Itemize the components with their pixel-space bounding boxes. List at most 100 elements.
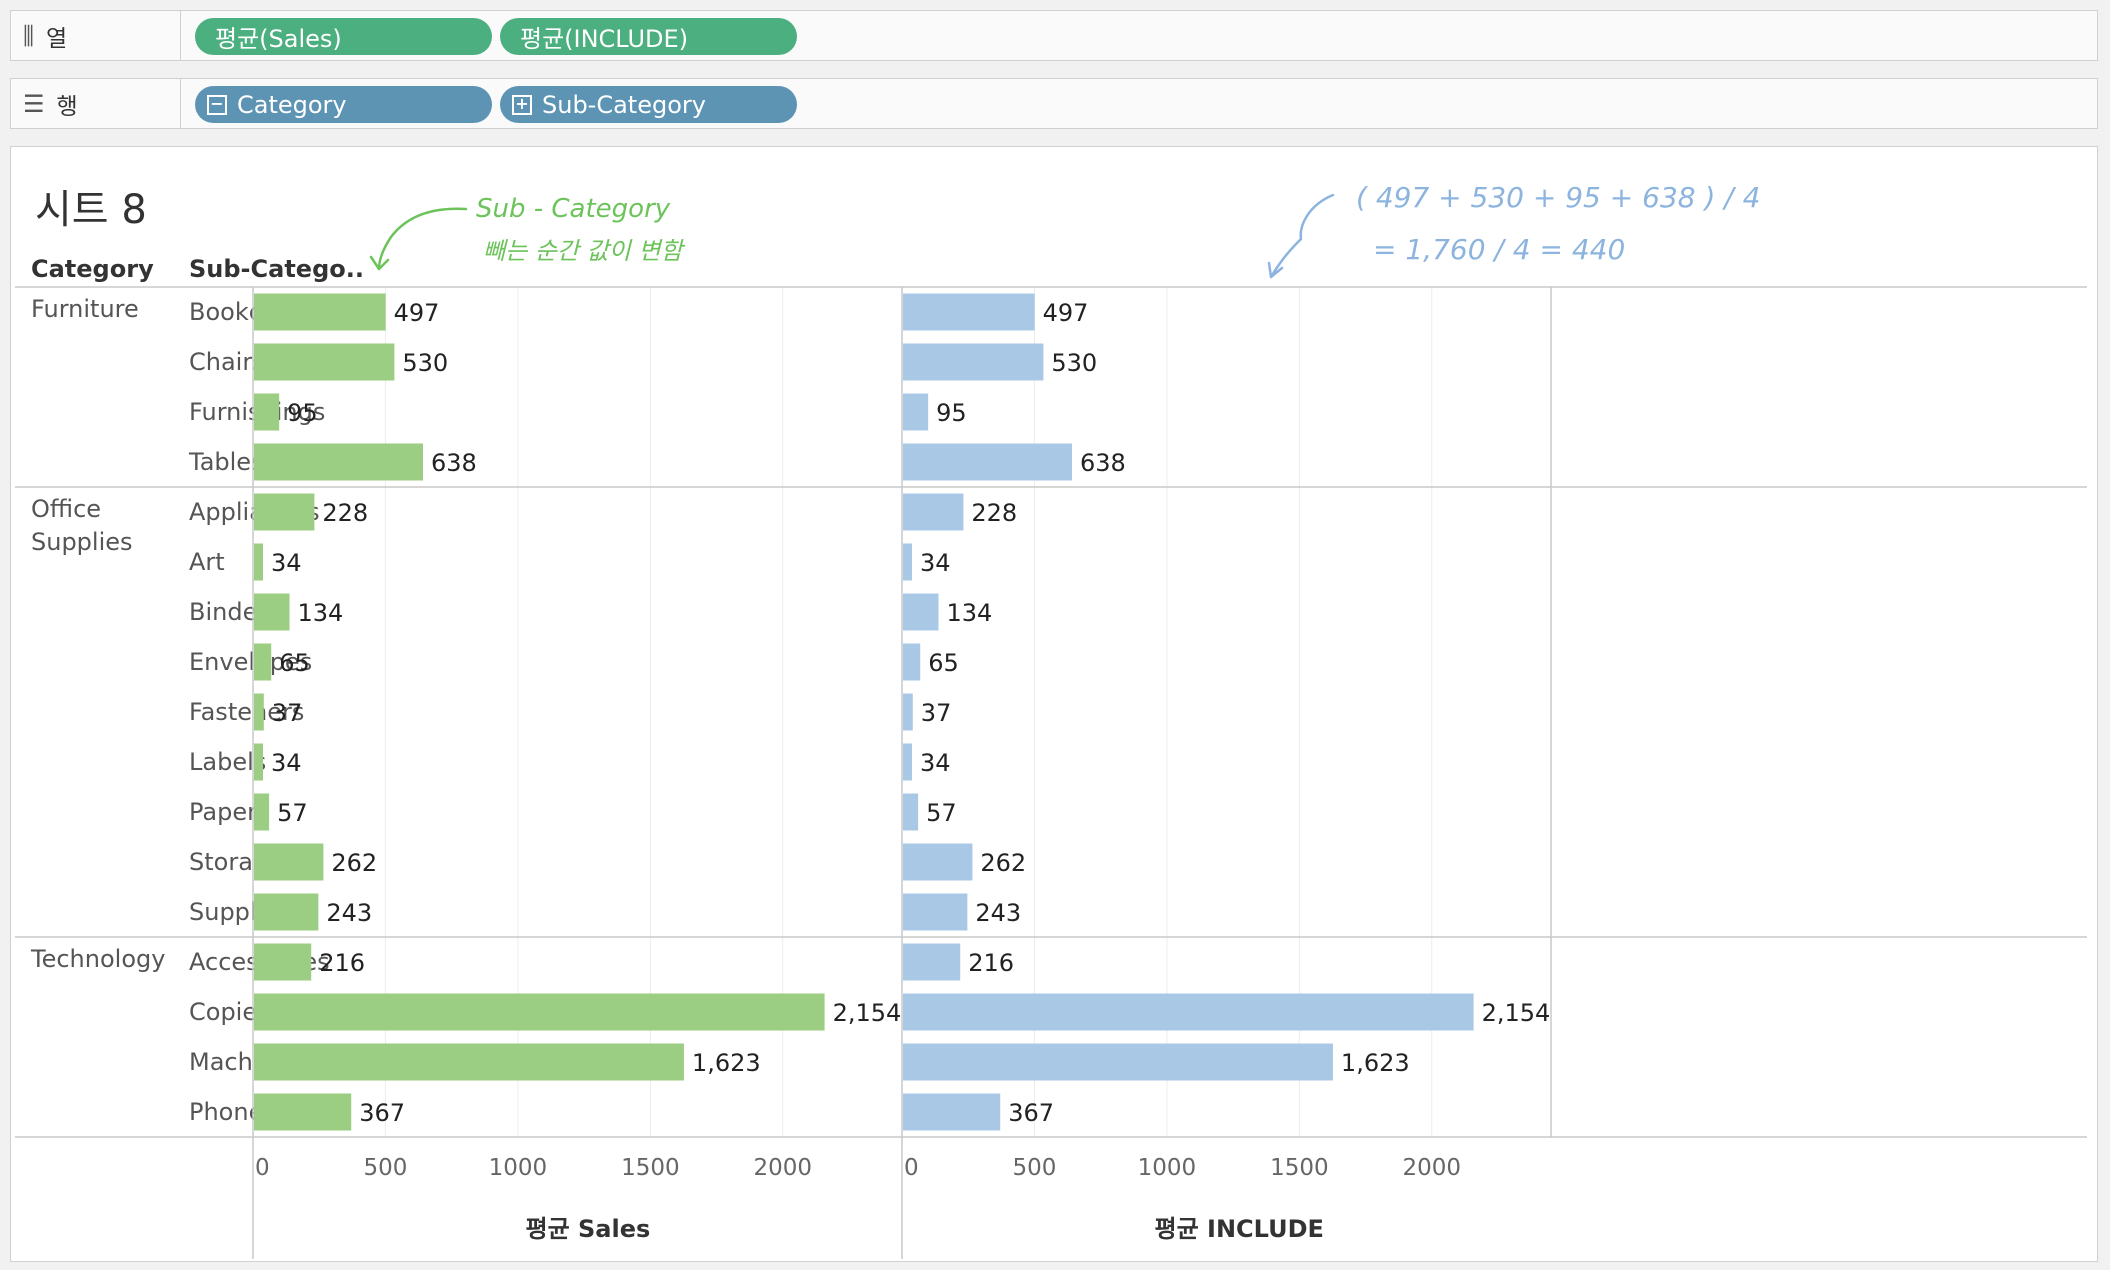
expand-icon[interactable]: + bbox=[512, 94, 532, 115]
bar bbox=[903, 543, 913, 581]
subcategory-label[interactable]: Chairs bbox=[189, 348, 265, 376]
bar bbox=[903, 943, 961, 981]
data-label: 34 bbox=[271, 549, 302, 577]
annotation-arrow-right bbox=[1267, 193, 1335, 279]
tick-label: 500 bbox=[363, 1155, 407, 1181]
bar bbox=[903, 443, 1073, 481]
subcategory-label[interactable]: Fasteners bbox=[189, 698, 305, 726]
data-label: 216 bbox=[319, 949, 365, 977]
annotation-right: ( 497 + 530 + 95 + 638 ) / 4 = 1,760 / 4… bbox=[1267, 181, 1760, 279]
data-label: 638 bbox=[431, 449, 477, 477]
data-label: 497 bbox=[1043, 299, 1089, 327]
data-label: 497 bbox=[394, 299, 440, 327]
annotation-right-line1: ( 497 + 530 + 95 + 638 ) / 4 bbox=[1356, 181, 1760, 214]
bar bbox=[254, 893, 319, 931]
bar bbox=[254, 843, 324, 881]
data-label: 2,154 bbox=[1482, 999, 1551, 1027]
bar bbox=[254, 993, 825, 1031]
columns-shelf-text: 열 bbox=[46, 25, 68, 52]
tick-label: 2000 bbox=[754, 1155, 813, 1181]
data-label: 228 bbox=[971, 499, 1017, 527]
bar bbox=[903, 743, 913, 781]
bar bbox=[254, 1043, 684, 1081]
tick-label: 1500 bbox=[621, 1155, 680, 1181]
pill-avg-sales-label: 평균(Sales) bbox=[215, 25, 342, 53]
bar bbox=[254, 693, 264, 731]
pill-avg-sales[interactable]: 평균(Sales) bbox=[195, 18, 492, 55]
bar bbox=[254, 643, 272, 681]
data-label: 34 bbox=[920, 549, 951, 577]
annotation-arrow-left bbox=[369, 207, 468, 271]
category-label[interactable]: Technology bbox=[31, 945, 166, 973]
data-label: 57 bbox=[277, 799, 308, 827]
category-label[interactable]: Furniture bbox=[31, 295, 139, 323]
data-label: 530 bbox=[1051, 349, 1097, 377]
data-label: 243 bbox=[326, 899, 372, 927]
data-label: 228 bbox=[322, 499, 368, 527]
tick-label: 1000 bbox=[489, 1155, 548, 1181]
data-label: 262 bbox=[331, 849, 377, 877]
columns-shelf-label: ⫼ 열 bbox=[11, 11, 181, 60]
columns-icon: ⫼ bbox=[23, 21, 35, 50]
axis-title-sales: 평균 Sales bbox=[525, 1215, 651, 1243]
pill-sub-category[interactable]: + Sub-Category bbox=[500, 86, 797, 123]
bar bbox=[903, 493, 964, 531]
rows-shelf-text: 행 bbox=[56, 93, 78, 120]
data-label: 34 bbox=[920, 749, 951, 777]
tick-label: 1500 bbox=[1270, 1155, 1329, 1181]
annotation-left-line2: 빼는 순간 값이 변함 bbox=[483, 237, 685, 265]
data-label: 530 bbox=[402, 349, 448, 377]
data-label: 95 bbox=[936, 399, 967, 427]
data-label: 37 bbox=[921, 699, 952, 727]
subcategory-label[interactable]: Art bbox=[189, 548, 225, 576]
bar-chart: Sub - Category 빼는 순간 값이 변함 ( 497 + 530 +… bbox=[15, 181, 2087, 1259]
data-label: 57 bbox=[926, 799, 957, 827]
axis-title-include: 평균 INCLUDE bbox=[1154, 1215, 1324, 1243]
data-label: 134 bbox=[297, 599, 343, 627]
bar bbox=[254, 793, 270, 831]
data-label: 37 bbox=[272, 699, 303, 727]
pill-category[interactable]: − Category bbox=[195, 86, 492, 123]
bar bbox=[903, 593, 939, 631]
bar bbox=[254, 443, 424, 481]
data-label: 367 bbox=[359, 1099, 405, 1127]
data-label: 34 bbox=[271, 749, 302, 777]
tick-label: 1000 bbox=[1138, 1155, 1197, 1181]
data-label: 2,154 bbox=[833, 999, 902, 1027]
tick-label: 0 bbox=[255, 1155, 270, 1181]
data-label: 262 bbox=[980, 849, 1026, 877]
collapse-icon[interactable]: − bbox=[207, 94, 227, 115]
subcategory-label[interactable]: Tables bbox=[189, 448, 264, 476]
rows-shelf-label: ☰ 행 bbox=[11, 79, 181, 128]
pill-category-label: Category bbox=[237, 90, 347, 119]
bar bbox=[903, 1043, 1333, 1081]
sheet-title: 시트 8 bbox=[35, 187, 147, 233]
bar bbox=[254, 1093, 352, 1131]
bar bbox=[254, 343, 395, 381]
data-label: 1,623 bbox=[1341, 1049, 1410, 1077]
subcategory-label[interactable]: Paper bbox=[189, 798, 257, 826]
data-label: 243 bbox=[975, 899, 1021, 927]
pill-avg-include-label: 평균(INCLUDE) bbox=[520, 25, 689, 53]
data-label: 65 bbox=[279, 649, 310, 677]
rows-icon: ☰ bbox=[23, 89, 45, 118]
bar bbox=[903, 993, 1474, 1031]
data-label: 1,623 bbox=[692, 1049, 761, 1077]
subcategory-label[interactable]: Envelopes bbox=[189, 648, 313, 676]
pill-sub-category-label: Sub-Category bbox=[542, 90, 706, 119]
tick-label: 2000 bbox=[1403, 1155, 1462, 1181]
tick-label: 0 bbox=[904, 1155, 919, 1181]
pill-avg-include[interactable]: 평균(INCLUDE) bbox=[500, 18, 797, 55]
bar bbox=[254, 943, 312, 981]
header-category[interactable]: Category bbox=[31, 255, 154, 283]
tick-label: 500 bbox=[1012, 1155, 1056, 1181]
bar bbox=[903, 843, 973, 881]
data-label: 216 bbox=[968, 949, 1014, 977]
columns-shelf: ⫼ 열 평균(Sales) 평균(INCLUDE) bbox=[10, 10, 2098, 61]
data-label: 367 bbox=[1008, 1099, 1054, 1127]
category-label[interactable]: Office Supplies bbox=[31, 495, 133, 556]
bar bbox=[254, 743, 264, 781]
header-subcategory[interactable]: Sub-Catego.. bbox=[189, 255, 364, 283]
annotation-right-line2: = 1,760 / 4 = 440 bbox=[1373, 233, 1625, 266]
bar bbox=[254, 393, 280, 431]
